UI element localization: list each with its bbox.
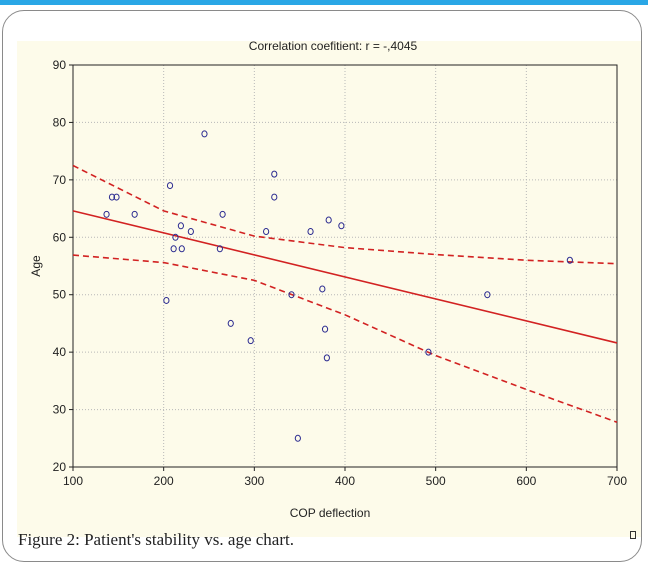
x-tick-label: 200 (154, 474, 174, 488)
y-tick-label: 70 (53, 173, 67, 187)
data-point (566, 256, 573, 264)
data-point (201, 130, 208, 138)
regression-line (72, 210, 618, 344)
data-point (166, 182, 174, 190)
data-point (172, 233, 179, 241)
y-axis-label: Age (29, 255, 43, 277)
data-point (288, 291, 295, 299)
y-tick-label: 90 (53, 58, 67, 72)
y-tick-label: 30 (53, 403, 67, 417)
confidence-upper-line (72, 164, 618, 265)
data-point (227, 319, 234, 327)
data-point (247, 337, 254, 345)
figure-caption: Figure 2: Patient's stability vs. age ch… (18, 530, 294, 549)
x-axis-label: COP deflection (290, 506, 371, 520)
data-point (338, 222, 345, 230)
chart-background (17, 41, 641, 537)
y-tick-label: 40 (53, 345, 67, 359)
data-point (178, 245, 185, 253)
x-tick-label: 500 (426, 474, 446, 488)
data-point (484, 291, 491, 299)
confidence-lower-line (72, 254, 618, 423)
data-points (103, 130, 573, 442)
data-point (113, 193, 120, 201)
y-tick-label: 50 (53, 288, 67, 302)
data-point (103, 210, 110, 218)
top-accent-bar (0, 0, 648, 5)
y-tick-label: 20 (53, 460, 67, 474)
x-tick-label: 400 (335, 474, 355, 488)
regression-lines (72, 164, 618, 423)
data-point (321, 325, 329, 333)
x-tick-label: 700 (607, 474, 627, 488)
axis-ticks: 100 200 300 400 500 600 700 20 30 40 50 60 70 80 90 (53, 58, 628, 488)
y-tick-label: 80 (53, 115, 67, 129)
data-point (425, 348, 432, 356)
data-point (263, 228, 270, 236)
data-point (323, 354, 330, 362)
data-point (108, 193, 116, 201)
data-point (216, 245, 223, 253)
x-tick-label: 600 (516, 474, 536, 488)
data-point (319, 285, 326, 293)
data-point (271, 193, 278, 201)
data-point (187, 228, 194, 236)
data-point (170, 245, 177, 253)
data-point (131, 210, 138, 218)
data-point (294, 434, 301, 442)
corner-marker (630, 531, 636, 539)
data-point (307, 228, 314, 236)
grid-layer (73, 65, 617, 467)
data-point (271, 170, 278, 178)
y-tick-label: 60 (53, 230, 67, 244)
x-tick-label: 300 (244, 474, 264, 488)
data-point (325, 216, 332, 224)
chart-title: Correlation coefitient: r = -,4045 (249, 39, 418, 53)
data-point (177, 222, 184, 230)
x-tick-label: 100 (63, 474, 83, 488)
data-point (219, 210, 226, 218)
figure-frame (2, 10, 642, 562)
data-point (163, 296, 170, 304)
